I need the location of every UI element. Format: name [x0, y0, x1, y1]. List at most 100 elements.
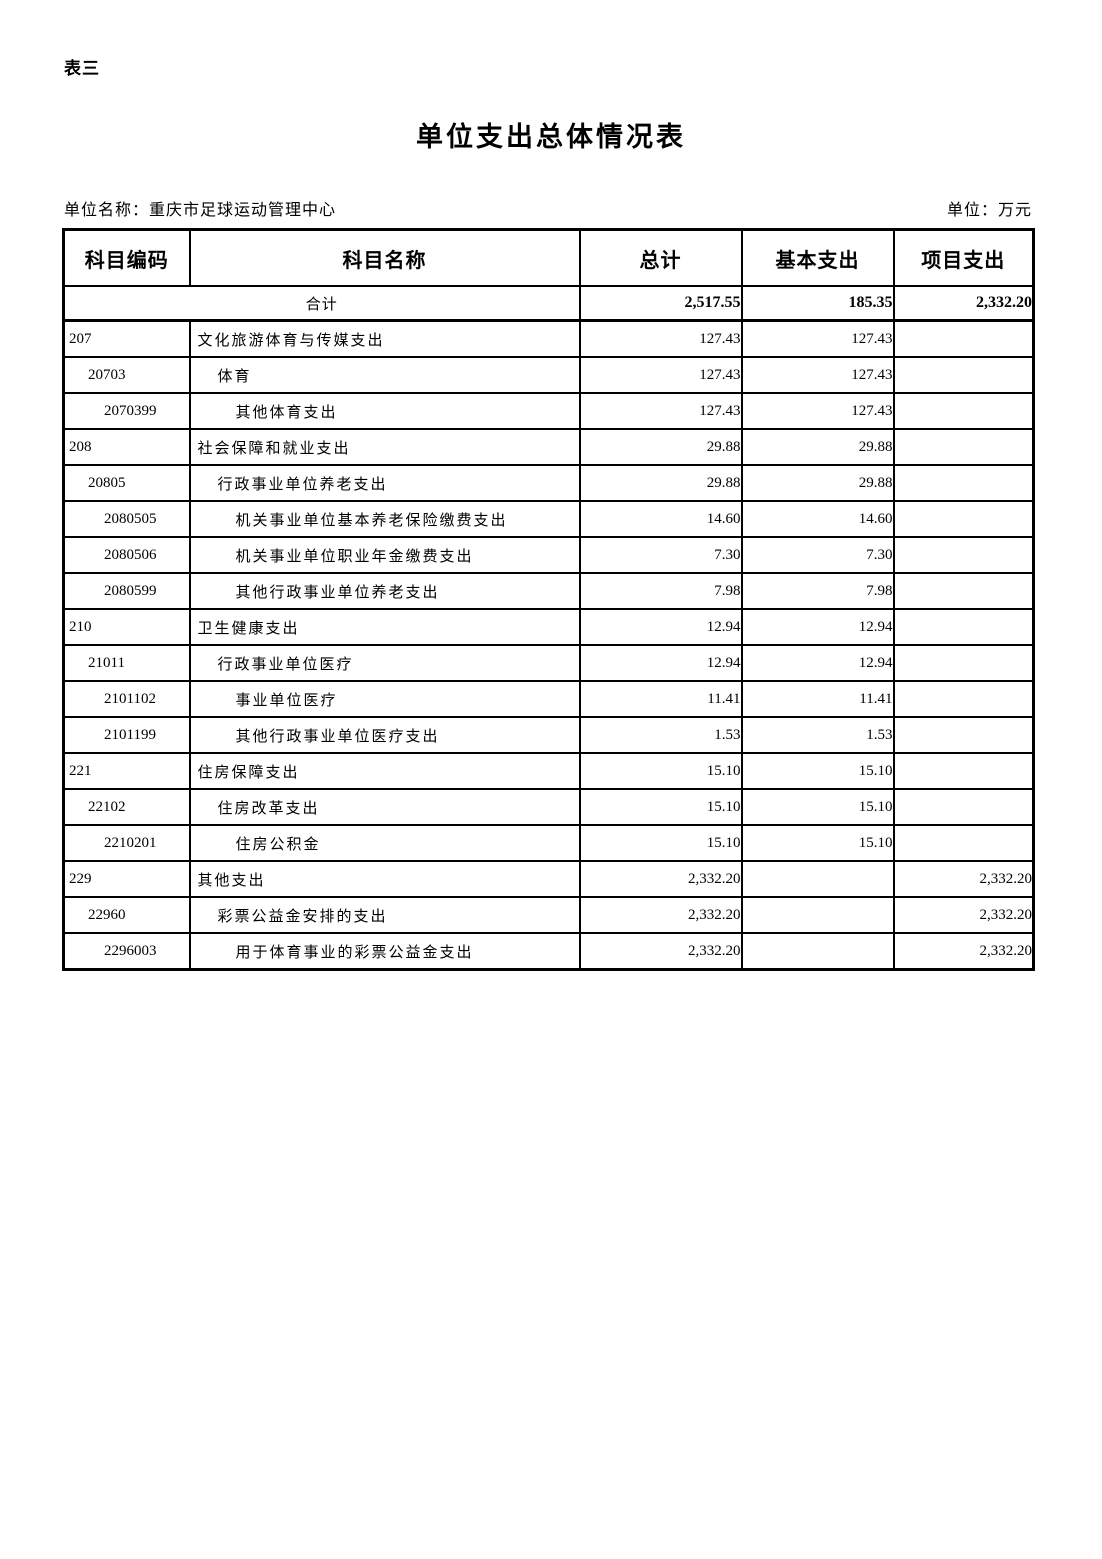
subject-name-cell: 住房改革支出 [188, 788, 581, 826]
project-expenditure-cell [892, 319, 1035, 358]
total-cell: 15.10 [578, 752, 743, 790]
table-row: 2101102 事业单位医疗 11.41 11.41 [62, 680, 1035, 718]
subject-code-cell: 21011 [62, 644, 191, 682]
header-cell-total: 总计 [578, 228, 743, 287]
table-row: 22960 彩票公益金安排的支出 2,332.20 2,332.20 [62, 896, 1035, 934]
total-cell: 1.53 [578, 716, 743, 754]
basic-expenditure-cell [740, 860, 895, 898]
subject-code-cell: 2080506 [62, 536, 191, 574]
table-body: 合计 2,517.55 185.35 2,332.20 207 文化旅游体育与传… [62, 285, 1035, 971]
basic-expenditure-cell: 12.94 [740, 608, 895, 646]
total-cell: 2,332.20 [578, 896, 743, 934]
subject-code-cell: 2080505 [62, 500, 191, 538]
table-row: 208 社会保障和就业支出 29.88 29.88 [62, 428, 1035, 466]
table-row: 207 文化旅游体育与传媒支出 127.43 127.43 [62, 319, 1035, 358]
subject-name-cell: 社会保障和就业支出 [188, 428, 581, 466]
project-expenditure-cell [892, 752, 1035, 790]
subject-name-cell: 卫生健康支出 [188, 608, 581, 646]
table-row: 21011 行政事业单位医疗 12.94 12.94 [62, 644, 1035, 682]
table-row: 210 卫生健康支出 12.94 12.94 [62, 608, 1035, 646]
basic-expenditure-cell: 127.43 [740, 392, 895, 430]
project-expenditure-cell [892, 644, 1035, 682]
total-cell: 2,332.20 [578, 932, 743, 971]
total-cell: 14.60 [578, 500, 743, 538]
grand-total-project-cell: 2,332.20 [892, 285, 1035, 322]
expenditure-table: 科目编码 科目名称 总计 基本支出 项目支出 合计 2,517.55 185.3… [62, 228, 1035, 971]
subject-name-cell: 事业单位医疗 [188, 680, 581, 718]
subject-code-cell: 22960 [62, 896, 191, 934]
total-cell: 127.43 [578, 319, 743, 358]
table-row: 2210201 住房公积金 15.10 15.10 [62, 824, 1035, 862]
subject-name-cell: 其他支出 [188, 860, 581, 898]
subject-code-cell: 2070399 [62, 392, 191, 430]
grand-total-label: 合计 [62, 285, 581, 322]
header-cell-basic-expenditure: 基本支出 [740, 228, 895, 287]
table-row: 2080505 机关事业单位基本养老保险缴费支出 14.60 14.60 [62, 500, 1035, 538]
project-expenditure-cell [892, 608, 1035, 646]
project-expenditure-cell [892, 572, 1035, 610]
table-row: 22102 住房改革支出 15.10 15.10 [62, 788, 1035, 826]
basic-expenditure-cell [740, 896, 895, 934]
basic-expenditure-cell: 15.10 [740, 788, 895, 826]
header-cell-subject-name: 科目名称 [188, 228, 581, 287]
grand-total-total-cell: 2,517.55 [578, 285, 743, 322]
subject-code-cell: 208 [62, 428, 191, 466]
total-cell: 127.43 [578, 392, 743, 430]
subject-code-cell: 20703 [62, 356, 191, 394]
subject-name-cell: 其他体育支出 [188, 392, 581, 430]
meta-row: 单位名称：重庆市足球运动管理中心 单位：万元 [64, 196, 1032, 220]
subject-code-cell: 2101199 [62, 716, 191, 754]
project-expenditure-cell [892, 824, 1035, 862]
subject-name-cell: 行政事业单位养老支出 [188, 464, 581, 502]
subject-name-cell: 住房保障支出 [188, 752, 581, 790]
unit-name: 单位名称：重庆市足球运动管理中心 [64, 196, 336, 220]
basic-expenditure-cell: 127.43 [740, 319, 895, 358]
project-expenditure-cell [892, 716, 1035, 754]
subject-name-cell: 行政事业单位医疗 [188, 644, 581, 682]
unit-name-label: 单位名称： [64, 202, 150, 219]
subject-code-cell: 20805 [62, 464, 191, 502]
subject-code-cell: 229 [62, 860, 191, 898]
table-row: 2296003 用于体育事业的彩票公益金支出 2,332.20 2,332.20 [62, 932, 1035, 971]
total-cell: 15.10 [578, 788, 743, 826]
subject-code-cell: 221 [62, 752, 191, 790]
page-tag: 表三 [64, 59, 100, 78]
subject-name-cell: 彩票公益金安排的支出 [188, 896, 581, 934]
basic-expenditure-cell: 29.88 [740, 428, 895, 466]
basic-expenditure-cell [740, 932, 895, 971]
subject-name-cell: 文化旅游体育与传媒支出 [188, 319, 581, 358]
total-cell: 12.94 [578, 608, 743, 646]
total-cell: 12.94 [578, 644, 743, 682]
total-cell: 29.88 [578, 464, 743, 502]
project-expenditure-cell [892, 464, 1035, 502]
subject-code-cell: 2080599 [62, 572, 191, 610]
currency-unit-label: 单位：万元 [946, 202, 1032, 219]
subject-name-cell: 住房公积金 [188, 824, 581, 862]
total-cell: 2,332.20 [578, 860, 743, 898]
total-cell: 11.41 [578, 680, 743, 718]
header-cell-subject-code: 科目编码 [62, 228, 191, 287]
subject-name-cell: 机关事业单位基本养老保险缴费支出 [188, 500, 581, 538]
table-row: 221 住房保障支出 15.10 15.10 [62, 752, 1035, 790]
project-expenditure-cell [892, 392, 1035, 430]
page-title: 单位支出总体情况表 [416, 122, 686, 152]
project-expenditure-cell [892, 680, 1035, 718]
subject-code-cell: 210 [62, 608, 191, 646]
basic-expenditure-cell: 15.10 [740, 824, 895, 862]
total-cell: 7.30 [578, 536, 743, 574]
project-expenditure-cell [892, 500, 1035, 538]
table-row: 20805 行政事业单位养老支出 29.88 29.88 [62, 464, 1035, 502]
total-cell: 7.98 [578, 572, 743, 610]
project-expenditure-cell: 2,332.20 [892, 932, 1035, 971]
basic-expenditure-cell: 14.60 [740, 500, 895, 538]
subject-name-cell: 机关事业单位职业年金缴费支出 [188, 536, 581, 574]
total-cell: 15.10 [578, 824, 743, 862]
subject-name-cell: 其他行政事业单位养老支出 [188, 572, 581, 610]
project-expenditure-cell: 2,332.20 [892, 896, 1035, 934]
total-cell: 29.88 [578, 428, 743, 466]
subject-code-cell: 207 [62, 319, 191, 358]
basic-expenditure-cell: 15.10 [740, 752, 895, 790]
project-expenditure-cell [892, 788, 1035, 826]
table-row: 2101199 其他行政事业单位医疗支出 1.53 1.53 [62, 716, 1035, 754]
